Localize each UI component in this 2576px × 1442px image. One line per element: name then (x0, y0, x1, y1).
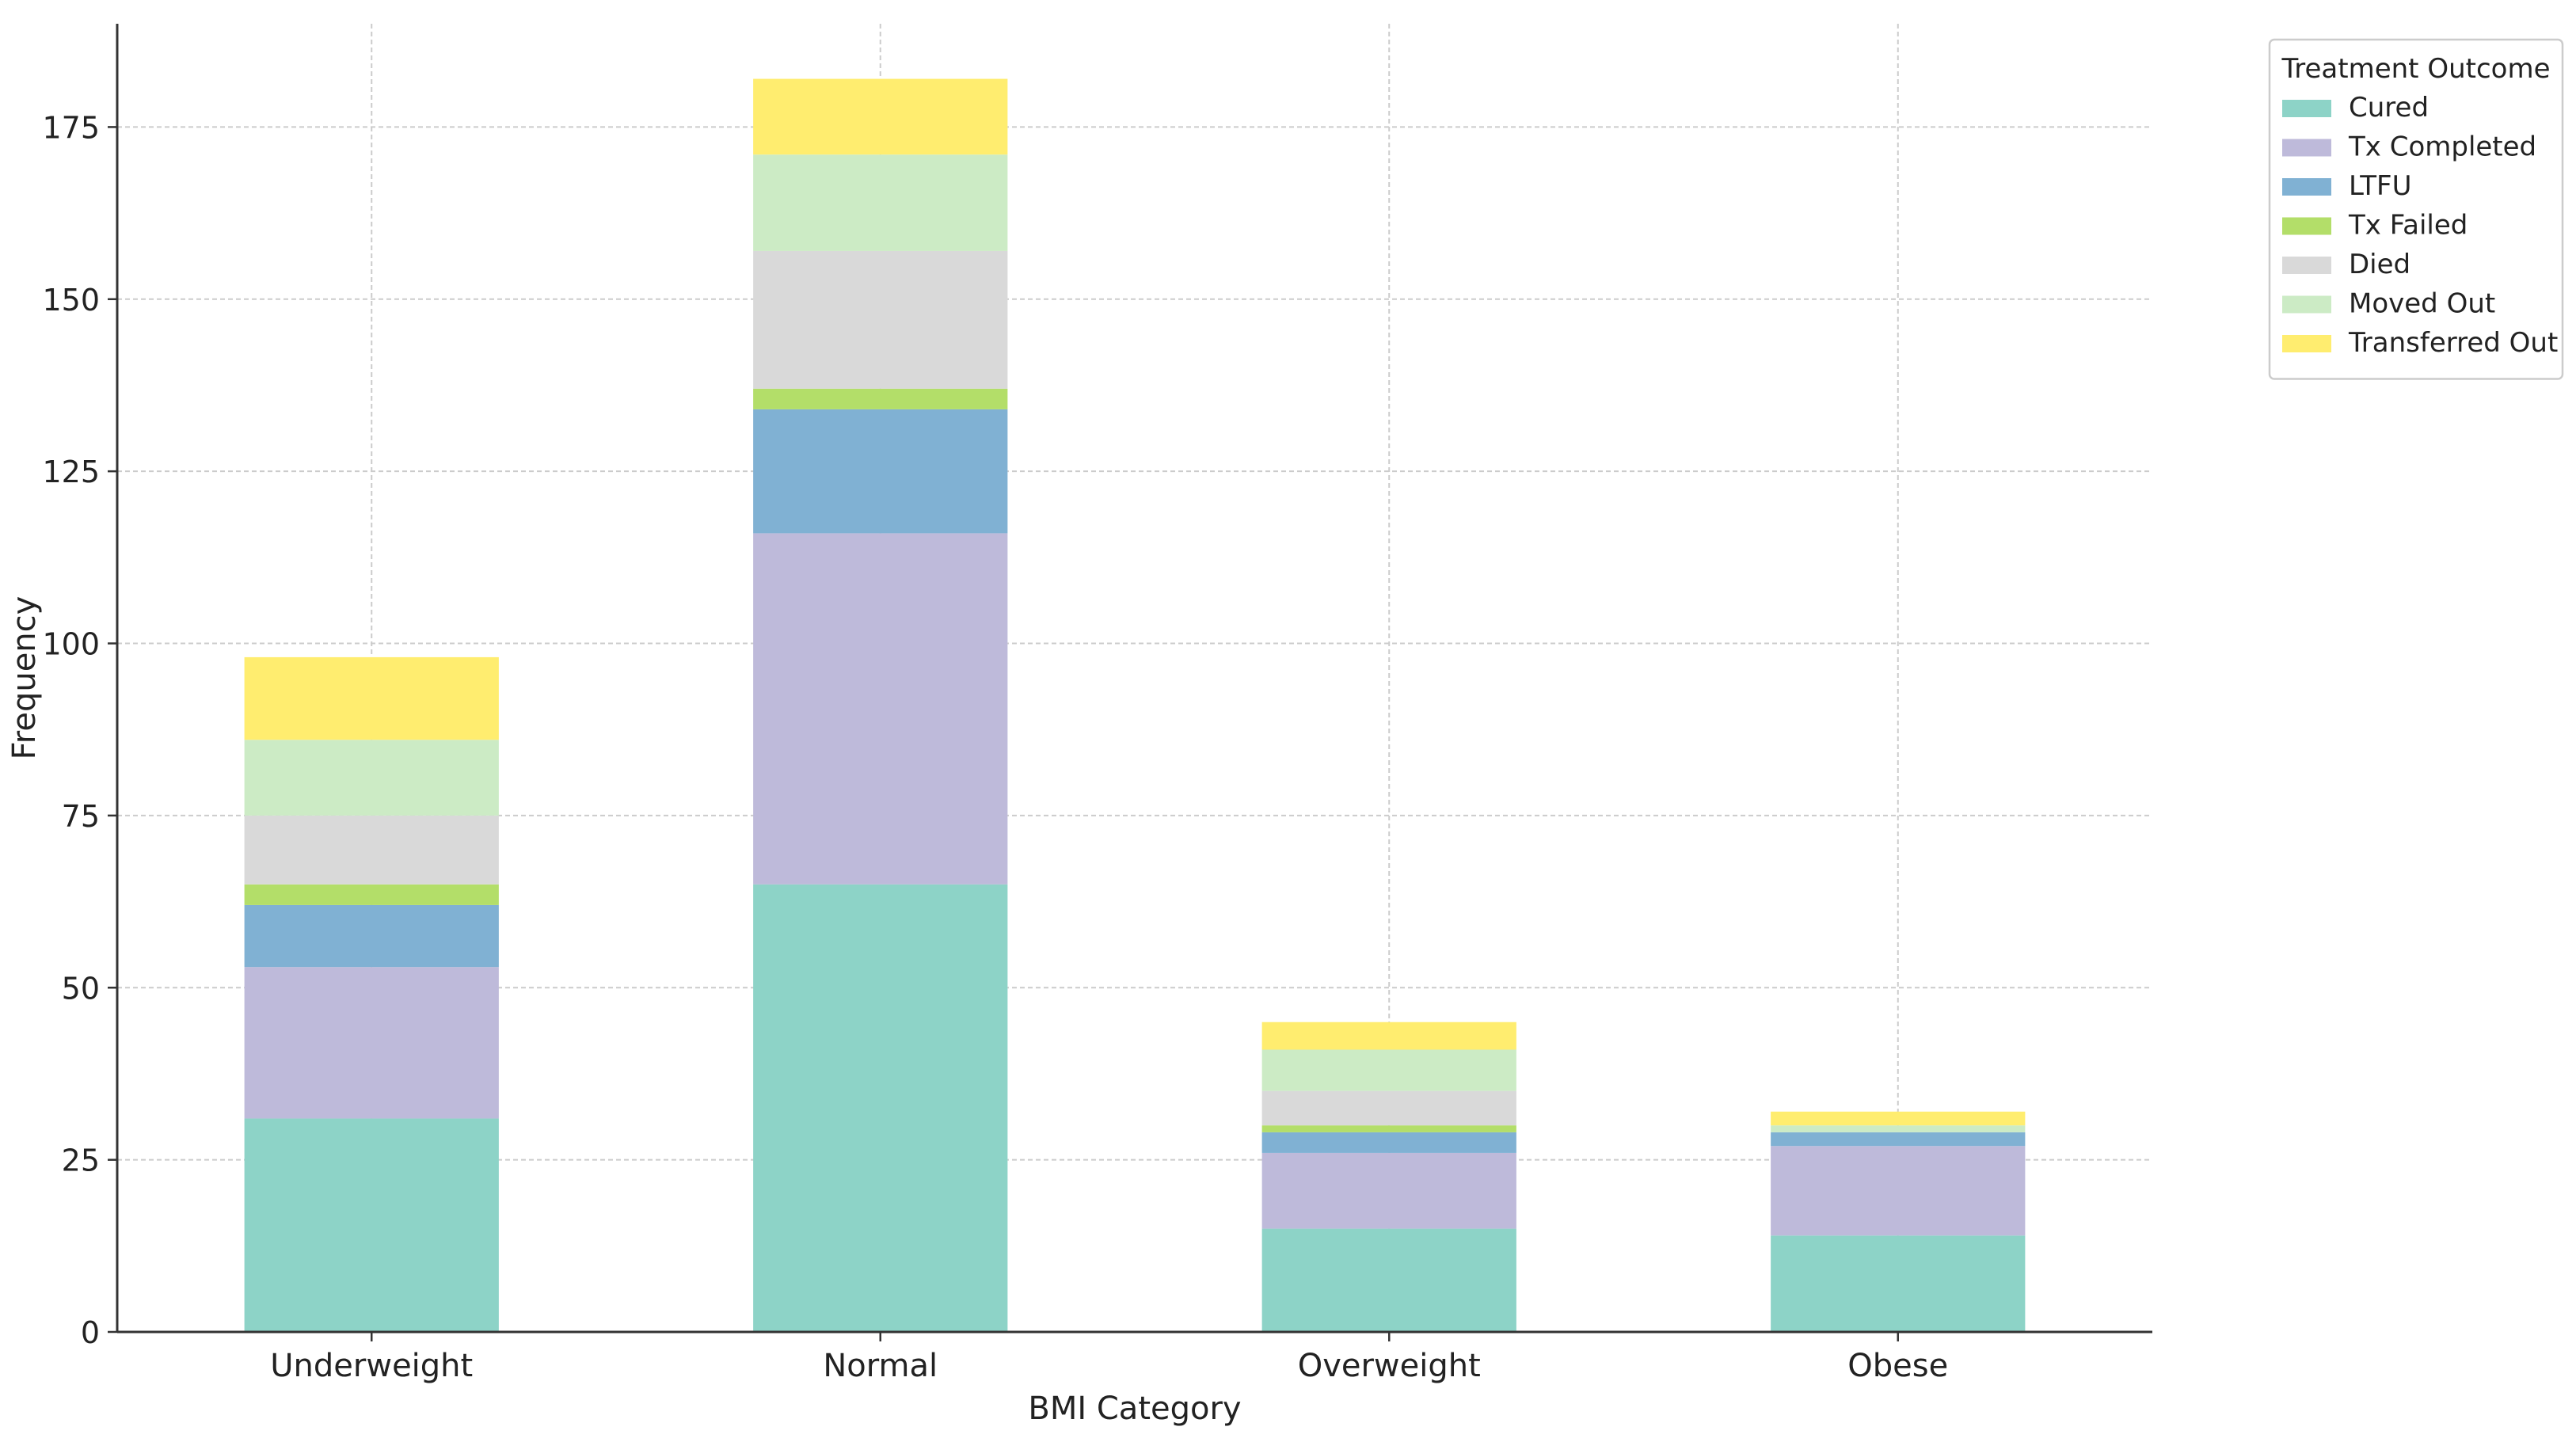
bar-segment (244, 904, 499, 968)
legend-swatch (2282, 139, 2331, 157)
legend-label: Cured (2349, 92, 2429, 124)
y-tick-label: 150 (42, 283, 100, 318)
legend-title: Treatment Outcome (2281, 53, 2551, 85)
bar-segment (244, 967, 499, 1119)
legend-swatch (2282, 295, 2331, 314)
bar-segment (1771, 1125, 2026, 1132)
bar-segment (1261, 1090, 1516, 1126)
bar-segment (1771, 1146, 2026, 1236)
bar-segment (1261, 1152, 1516, 1229)
y-tick-label: 100 (42, 627, 100, 662)
x-tick-label: Obese (1847, 1348, 1948, 1384)
legend-label: Transferred Out (2348, 327, 2558, 359)
x-axis-ticks: Underweight Normal Overweight Obese (270, 1332, 1948, 1384)
bar-segment (1771, 1132, 2026, 1147)
y-tick-label: 0 (81, 1315, 100, 1350)
legend-swatch (2282, 335, 2331, 352)
legend-label: Tx Failed (2348, 210, 2468, 242)
bars (244, 78, 2026, 1332)
y-tick-label: 75 (62, 799, 100, 834)
legend-box (2268, 38, 2564, 380)
bar-segment (753, 884, 1008, 1332)
legend-swatch (2282, 217, 2331, 235)
bar-segment (753, 78, 1008, 155)
legend-label: Died (2349, 249, 2410, 280)
y-tick-label: 50 (62, 971, 100, 1006)
x-tick-label: Overweight (1298, 1348, 1481, 1384)
legend-label: LTFU (2349, 170, 2411, 202)
x-tick-label: Underweight (270, 1348, 473, 1384)
bar-segment (1261, 1132, 1516, 1153)
legend-label: Moved Out (2349, 288, 2495, 320)
bar-segment (1261, 1049, 1516, 1091)
bar-segment (753, 533, 1008, 885)
legend-swatch (2282, 100, 2331, 117)
bar-segment (244, 740, 499, 816)
legend-swatch (2282, 257, 2331, 274)
legend-label: Tx Completed (2348, 131, 2536, 163)
bar-segment (1261, 1022, 1516, 1050)
y-tick-label: 175 (42, 110, 100, 145)
axes (116, 24, 2152, 1334)
bar-segment (753, 154, 1008, 251)
y-axis-label: Frequency (6, 596, 43, 760)
bar-segment (244, 1118, 499, 1332)
bar-segment (244, 656, 499, 740)
legend-items: Cured Tx Completed LTFU Tx Failed Died Moved … (2282, 92, 2558, 359)
bar-segment (753, 250, 1008, 389)
y-tick-label: 25 (62, 1143, 100, 1178)
bar-segment (753, 409, 1008, 534)
bar-segment (244, 815, 499, 885)
bar-segment (1261, 1228, 1516, 1332)
y-tick-label: 125 (42, 455, 100, 489)
legend-swatch (2282, 178, 2331, 196)
x-tick-label: Normal (823, 1348, 938, 1384)
bar-segment (753, 388, 1008, 409)
legend: Treatment Outcome Cured Tx Completed LTFU T… (2268, 38, 2564, 380)
y-axis-ticks: 0 25 50 75 100 125 150 175 (42, 110, 117, 1350)
bar-segment (244, 884, 499, 905)
bar-segment (1771, 1235, 2026, 1332)
x-axis-label: BMI Category (1028, 1391, 1241, 1427)
bar-segment (1771, 1111, 2026, 1126)
bar-segment (1261, 1125, 1516, 1132)
